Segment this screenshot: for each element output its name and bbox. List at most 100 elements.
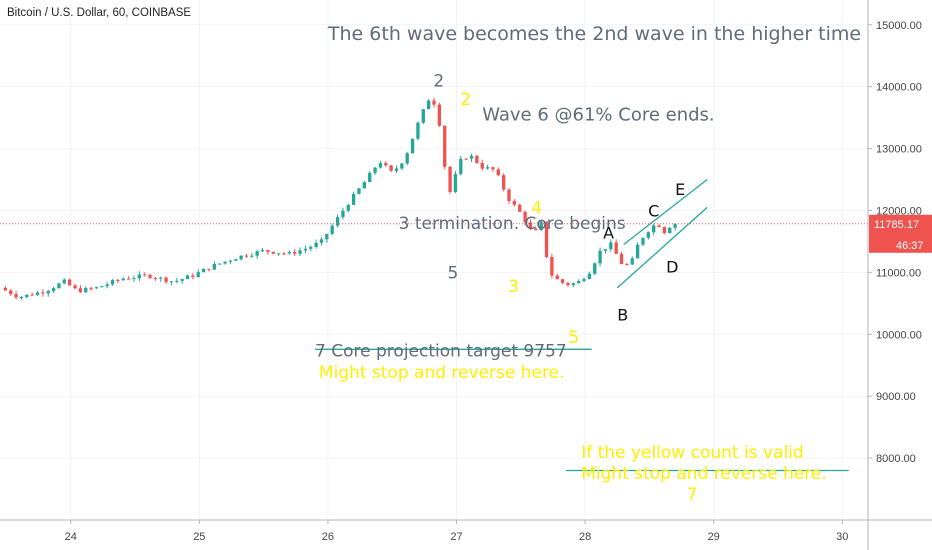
candle	[78, 285, 83, 294]
candle	[298, 247, 302, 257]
candle	[260, 247, 265, 253]
candle	[384, 161, 388, 167]
candle	[67, 278, 72, 286]
time-axis-bg	[0, 520, 932, 550]
candle	[389, 164, 393, 173]
candle	[394, 165, 399, 173]
candle	[175, 277, 179, 284]
candle	[185, 274, 190, 280]
candle	[239, 255, 243, 261]
annotation-label: Might stop and reverse here.	[581, 464, 827, 484]
candle	[421, 108, 425, 125]
annotation-label: 7	[687, 485, 698, 505]
candle	[410, 138, 415, 154]
candle	[464, 158, 468, 160]
candle	[614, 239, 618, 254]
current-price-badge: 11785.17 46:37	[869, 214, 932, 253]
candle	[518, 203, 522, 213]
candle	[94, 286, 99, 290]
candle	[662, 226, 667, 235]
chart-title: Bitcoin / U.S. Dollar, 60, COINBASE	[7, 7, 191, 19]
annotation-label: C	[648, 202, 659, 221]
candle	[330, 223, 334, 236]
candle	[196, 269, 200, 278]
candle	[426, 99, 431, 110]
candle	[619, 251, 624, 265]
trend-line	[623, 179, 708, 246]
candle	[191, 273, 195, 280]
candle	[571, 282, 575, 288]
candle	[357, 187, 361, 195]
y-tick-label: 14000.00	[876, 82, 922, 94]
candle	[443, 125, 447, 170]
candle	[132, 275, 136, 282]
candle	[501, 173, 506, 192]
candle	[314, 239, 318, 249]
candle	[309, 245, 313, 252]
candle	[577, 279, 581, 284]
candle	[89, 286, 93, 291]
candle	[282, 252, 286, 256]
annotation-label: 3	[508, 277, 519, 297]
x-tick-label: 25	[193, 531, 205, 543]
candle	[293, 248, 297, 256]
candle	[228, 259, 233, 265]
candle	[625, 262, 629, 266]
price-axis[interactable]: 8000.00 9000.00 10000.00 11000.00 12000.00 13…	[868, 20, 922, 465]
candle	[57, 282, 61, 289]
candle	[325, 233, 329, 243]
x-tick-label: 29	[708, 531, 720, 543]
candle	[480, 159, 484, 171]
y-tick-label: 15000.00	[876, 20, 922, 32]
candle	[646, 231, 650, 240]
candle	[250, 253, 254, 259]
candle	[73, 284, 77, 290]
candles	[3, 98, 677, 301]
candle	[303, 245, 308, 254]
time-axis[interactable]: 24 25 26 27 28 29 30	[65, 520, 849, 543]
candle	[100, 285, 104, 288]
candle	[169, 281, 174, 286]
annotation-label: 2	[433, 72, 444, 92]
candle	[603, 249, 608, 254]
candle	[609, 239, 613, 252]
annotation-label: A	[603, 223, 614, 242]
candle	[566, 281, 570, 287]
candle	[9, 288, 13, 296]
y-tick-label: 12000.00	[876, 205, 922, 217]
candle	[544, 221, 549, 259]
candle	[351, 191, 356, 206]
annotation-label: 5	[568, 328, 579, 348]
candle	[335, 214, 340, 228]
candle	[84, 286, 88, 294]
candle	[539, 220, 543, 232]
candle	[400, 162, 404, 171]
candle	[3, 285, 8, 291]
candle	[207, 268, 211, 272]
annotation-label: Might stop and reverse here.	[319, 363, 565, 383]
candle	[126, 276, 131, 280]
annotation-label: 3 termination. Core begins	[399, 214, 626, 234]
candle	[368, 171, 372, 183]
candle	[153, 276, 158, 281]
y-tick-label: 9000.00	[876, 391, 916, 403]
candle	[598, 247, 602, 267]
annotation-label: If the yellow count is valid	[581, 443, 803, 463]
candle	[469, 153, 474, 163]
candle	[512, 199, 517, 207]
candle	[448, 165, 452, 195]
candle	[416, 121, 420, 141]
candle	[491, 166, 495, 172]
candle	[507, 188, 511, 204]
candle	[630, 256, 634, 266]
candle	[437, 102, 442, 127]
candle	[148, 273, 152, 280]
x-tick-label: 27	[450, 531, 462, 543]
candle	[534, 227, 538, 231]
candle	[116, 278, 120, 283]
candle	[378, 160, 383, 169]
grid	[0, 0, 868, 520]
candle	[673, 223, 677, 231]
candle	[51, 286, 56, 293]
annotations: The 6th wave becomes the 2nd wave in the…	[315, 23, 875, 505]
